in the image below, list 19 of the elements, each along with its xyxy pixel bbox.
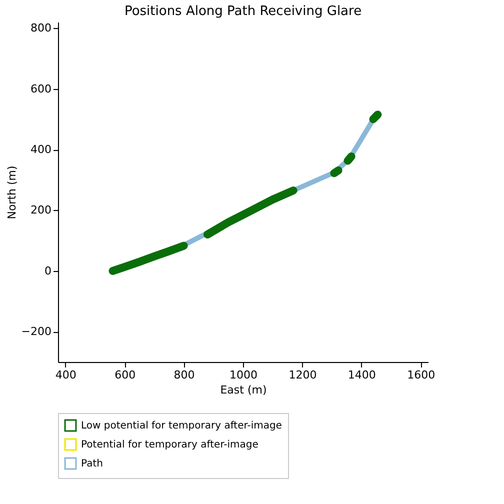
x-tick-label: 600: [114, 368, 136, 382]
legend-label: Potential for temporary after-image: [81, 440, 258, 450]
y-tick-label: 200: [30, 204, 52, 217]
x-tick-label: 400: [55, 368, 76, 382]
x-tick-label: 1400: [348, 368, 376, 382]
x-axis-title: East (m): [220, 384, 267, 396]
x-tick-label: 1600: [407, 368, 436, 382]
y-tick-label: 400: [30, 143, 52, 156]
legend-label: Low potential for temporary after-image: [81, 420, 282, 432]
x-tick-label: 1200: [288, 368, 317, 382]
y-tick-label: 0: [44, 264, 52, 278]
legend-label: Path: [81, 458, 103, 470]
x-tick-label: 1000: [230, 368, 258, 382]
y-axis-title: North (m): [5, 166, 18, 220]
chart-title: Positions Along Path Receiving Glare: [124, 4, 362, 19]
y-tick-label: −200: [21, 325, 52, 338]
y-tick-label: 800: [30, 22, 52, 35]
x-tick-label: 800: [174, 368, 195, 382]
y-tick-label: 600: [30, 82, 52, 96]
